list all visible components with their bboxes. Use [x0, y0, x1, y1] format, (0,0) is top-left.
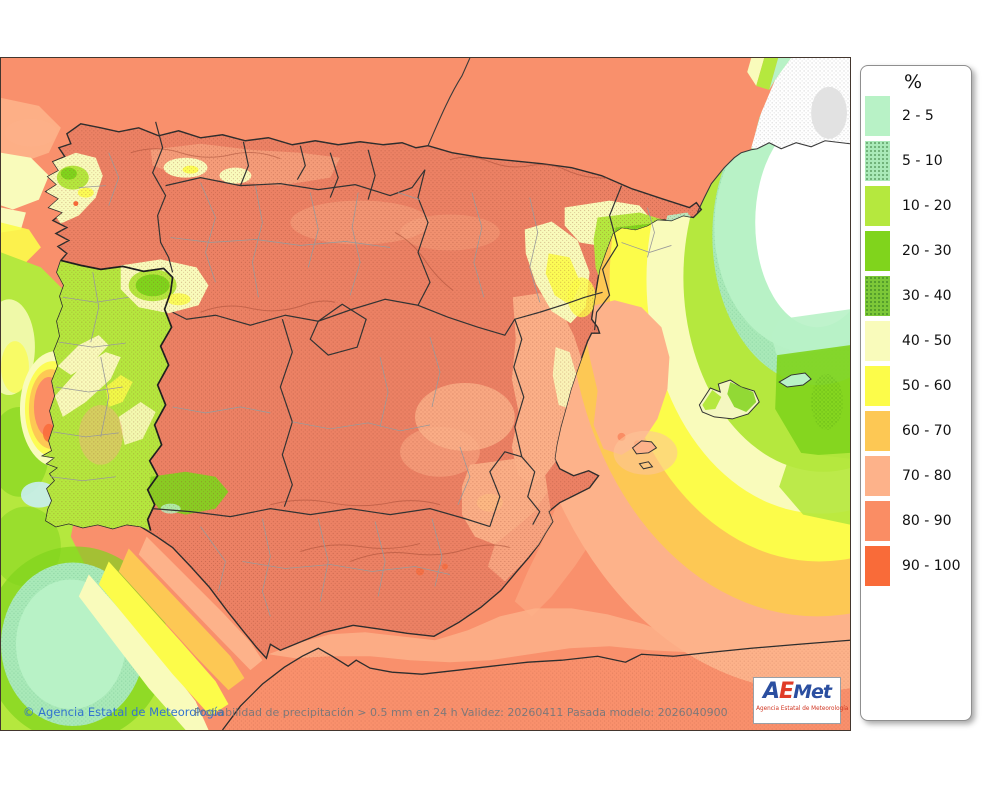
legend-item: 70 - 80 [865, 456, 971, 496]
legend-label: 90 - 100 [902, 558, 961, 574]
legend-swatch [865, 546, 890, 586]
logo-letter-a: A [763, 679, 780, 704]
legend-item: 40 - 50 [865, 321, 971, 361]
legend-swatch [865, 141, 890, 181]
legend-label: 30 - 40 [902, 288, 952, 304]
legend-item: 2 - 5 [865, 96, 971, 136]
map-caption: Probabilidad de precipitación > 0.5 mm e… [194, 706, 728, 719]
map-canvas [1, 58, 850, 730]
gulf-of-lion-coast [696, 140, 850, 213]
portugal-spain-border [60, 259, 174, 531]
province-borders [50, 152, 672, 617]
logo-letters-met: Met [793, 681, 832, 703]
legend-panel: % 2 - 5 5 - 10 10 - 20 20 - 30 30 - 40 40 - 5… [860, 65, 972, 721]
legend-item: 10 - 20 [865, 186, 971, 226]
legend-label: 2 - 5 [902, 108, 934, 124]
legend-items: 2 - 5 5 - 10 10 - 20 20 - 30 30 - 40 40 - 50 5… [865, 96, 971, 586]
africa-coastline [221, 639, 850, 730]
legend-swatch [865, 366, 890, 406]
legend-swatch [865, 321, 890, 361]
menorca-island [778, 372, 812, 388]
atlantic-bands [1, 97, 263, 730]
logo-letter-e: E [779, 679, 794, 704]
legend-title: % [903, 71, 923, 93]
aemet-wordmark: AEMet [754, 679, 840, 705]
legend-swatch [865, 96, 890, 136]
legend-label: 60 - 70 [902, 423, 952, 439]
legend-swatch [865, 231, 890, 271]
france-atlantic-coast [427, 58, 471, 146]
africa [221, 639, 850, 730]
legend-item: 80 - 90 [865, 501, 971, 541]
legend-label: 50 - 60 [902, 378, 952, 394]
legend-item: 30 - 40 [865, 276, 971, 316]
legend-label: 5 - 10 [902, 153, 943, 169]
legend-swatch [865, 501, 890, 541]
legend-label: 40 - 50 [902, 333, 952, 349]
copyright-text: © Agencia Estatal de Meteorología [23, 705, 225, 719]
borders [50, 58, 850, 617]
legend-swatch [865, 411, 890, 451]
france [427, 58, 850, 213]
legend-item: 5 - 10 [865, 141, 971, 181]
aemet-logo: AEMet Agencia Estatal de Meteorología [753, 677, 849, 724]
legend-label: 20 - 30 [902, 243, 952, 259]
balearic-islands [631, 372, 812, 470]
aemet-logo-subtitle: Agencia Estatal de Meteorología [756, 705, 849, 712]
precipitation-map: © Agencia Estatal de Meteorología Probab… [0, 57, 851, 731]
legend-item: 20 - 30 [865, 231, 971, 271]
legend-swatch [865, 186, 890, 226]
ibiza-island [631, 440, 658, 455]
legend-item: 60 - 70 [865, 411, 971, 451]
legend-label: 10 - 20 [902, 198, 952, 214]
legend-label: 80 - 90 [902, 513, 952, 529]
formentera-island [638, 461, 654, 470]
legend-swatch [865, 276, 890, 316]
legend-item: 50 - 60 [865, 366, 971, 406]
legend-label: 70 - 80 [902, 468, 952, 484]
legend-swatch [865, 456, 890, 496]
legend-item: 90 - 100 [865, 546, 971, 586]
